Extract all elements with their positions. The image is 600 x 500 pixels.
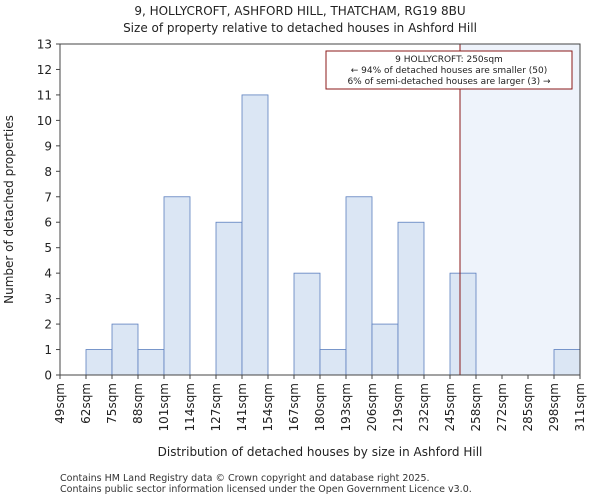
x-tick-label: 258sqm <box>469 383 483 431</box>
bar-180sqm <box>319 349 347 376</box>
x-tick-label: 298sqm <box>547 383 561 431</box>
x-tick-label: 285sqm <box>521 383 535 431</box>
chart-subtitle: Size of property relative to detached ho… <box>123 21 477 35</box>
footer-copyright: Contains HM Land Registry data © Crown c… <box>60 473 430 484</box>
bar-101sqm <box>163 196 191 376</box>
larger-properties-shade <box>460 44 580 375</box>
y-tick-label: 8 <box>44 165 52 179</box>
x-tick-label: 88sqm <box>131 383 145 424</box>
y-tick-label: 5 <box>44 241 52 255</box>
x-axis-label: Distribution of detached houses by size … <box>158 445 483 459</box>
x-tick-label: 75sqm <box>105 383 119 424</box>
x-tick-label: 101sqm <box>157 383 171 431</box>
marker-annotation: 9 HOLLYCROFT: 250sqm ← 94% of detached h… <box>325 50 573 90</box>
x-tick-label: 62sqm <box>79 383 93 424</box>
y-tick-label: 11 <box>37 88 52 102</box>
y-tick-label: 2 <box>44 318 52 332</box>
y-tick-label: 13 <box>37 38 52 52</box>
y-tick-label: 10 <box>37 114 52 128</box>
x-tick-label: 167sqm <box>287 383 301 431</box>
x-tick-label: 219sqm <box>391 383 405 431</box>
x-tick-label: 154sqm <box>261 383 275 431</box>
bar-127sqm <box>215 221 243 376</box>
y-tick-label: 9 <box>44 139 52 153</box>
y-axis-label: Number of detached properties <box>2 115 16 304</box>
y-tick-label: 1 <box>44 343 52 357</box>
bar-219sqm <box>397 221 425 376</box>
y-tick-label: 3 <box>44 292 52 306</box>
annotation-line-1: 9 HOLLYCROFT: 250sqm <box>395 55 503 65</box>
bar-75sqm <box>111 323 139 376</box>
chart-title: 9, HOLLYCROFT, ASHFORD HILL, THATCHAM, R… <box>134 4 466 18</box>
y-tick-label: 7 <box>44 190 52 204</box>
bar-88sqm <box>137 349 165 376</box>
x-tick-label: 245sqm <box>443 383 457 431</box>
y-tick-label: 4 <box>44 267 52 281</box>
y-tick-label: 0 <box>44 369 52 383</box>
bar-298sqm <box>553 349 581 376</box>
x-tick-label: 180sqm <box>313 383 327 431</box>
bar-167sqm <box>293 272 321 376</box>
y-tick-label: 12 <box>37 63 52 77</box>
bar-193sqm <box>345 196 373 376</box>
bar-206sqm <box>371 323 399 376</box>
x-tick-label: 127sqm <box>209 383 223 431</box>
bar-141sqm <box>241 94 269 376</box>
x-tick-label: 206sqm <box>365 383 379 431</box>
x-tick-label: 311sqm <box>573 383 587 431</box>
x-tick-label: 49sqm <box>53 383 67 424</box>
x-tick-label: 193sqm <box>339 383 353 431</box>
footer-licence: Contains public sector information licen… <box>60 484 472 495</box>
y-tick-label: 6 <box>44 216 52 230</box>
x-tick-label: 141sqm <box>235 383 249 431</box>
x-tick-label: 114sqm <box>183 383 197 431</box>
bar-62sqm <box>85 349 113 376</box>
bar-245sqm <box>449 272 477 376</box>
annotation-line-3: 6% of semi-detached houses are larger (3… <box>347 77 551 87</box>
x-tick-label: 232sqm <box>417 383 431 431</box>
annotation-box <box>325 50 573 90</box>
annotation-line-2: ← 94% of detached houses are smaller (50… <box>351 66 548 76</box>
x-tick-label: 272sqm <box>495 383 509 431</box>
